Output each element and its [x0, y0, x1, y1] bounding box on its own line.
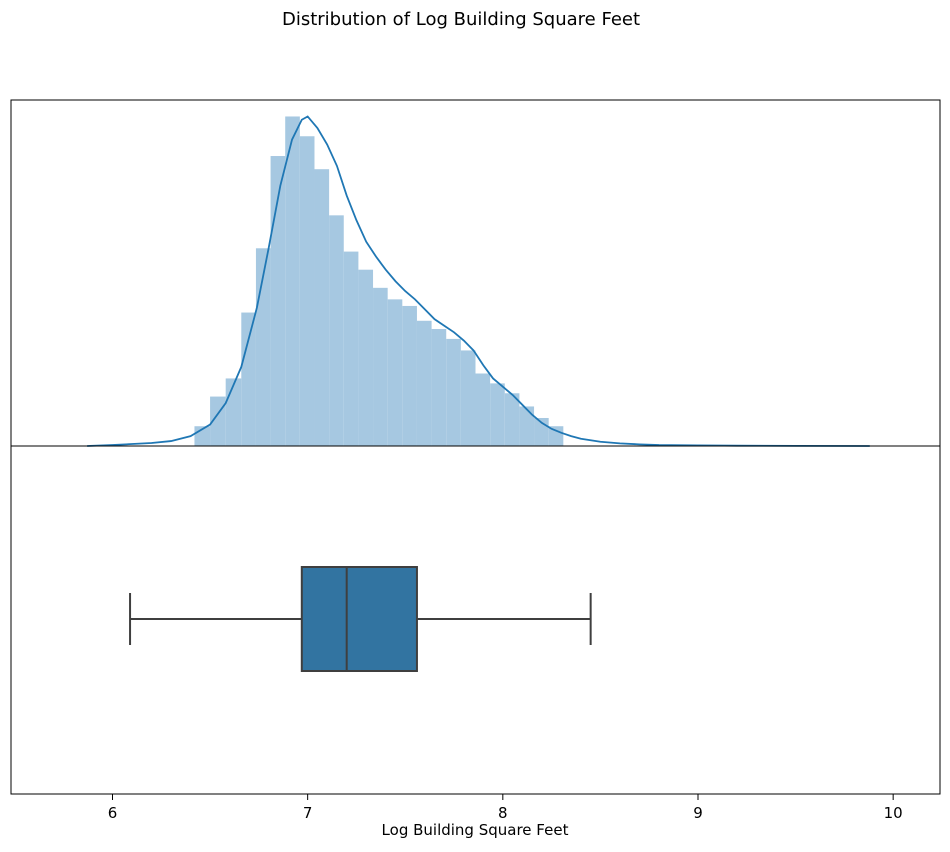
histogram-bar [241, 312, 256, 446]
x-axis-label: Log Building Square Feet [382, 821, 569, 839]
histogram-bar [402, 305, 417, 446]
histogram-bar [387, 299, 403, 446]
x-tick-label: 10 [884, 804, 903, 822]
histogram-bar [416, 320, 432, 446]
histogram-bar [270, 156, 286, 446]
chart-title: Distribution of Log Building Square Feet [282, 9, 640, 30]
histogram-bar [299, 136, 315, 446]
x-tick-label: 9 [693, 804, 703, 822]
kde-line [87, 115, 870, 447]
histogram-bar [225, 378, 242, 446]
histogram-bar [329, 215, 344, 446]
histogram-bar [314, 169, 330, 446]
histogram-bar [475, 373, 491, 446]
histogram-panel [10, 99, 941, 447]
boxplot-panel: 6 7 8 9 10 Log Building Square Feet [10, 445, 941, 839]
histogram-bar [460, 350, 476, 446]
x-axis-ticks: 6 7 8 9 10 [108, 794, 903, 822]
histogram-bar [519, 406, 535, 446]
x-tick-label: 6 [108, 804, 118, 822]
histogram-bar [490, 383, 505, 446]
histogram-bar [358, 269, 374, 446]
histogram-bar [343, 251, 359, 446]
boxplot-axes-frame [10, 445, 941, 795]
histogram-bar [446, 338, 461, 446]
histogram-bar [373, 287, 388, 446]
histogram-bars [194, 116, 564, 446]
histogram-bar [431, 329, 447, 446]
x-tick-label: 8 [498, 804, 508, 822]
histogram-bar [504, 393, 520, 446]
histogram-bar [285, 116, 300, 446]
iqr-box [300, 566, 418, 672]
box-plot [129, 566, 592, 672]
x-tick-label: 7 [303, 804, 313, 822]
